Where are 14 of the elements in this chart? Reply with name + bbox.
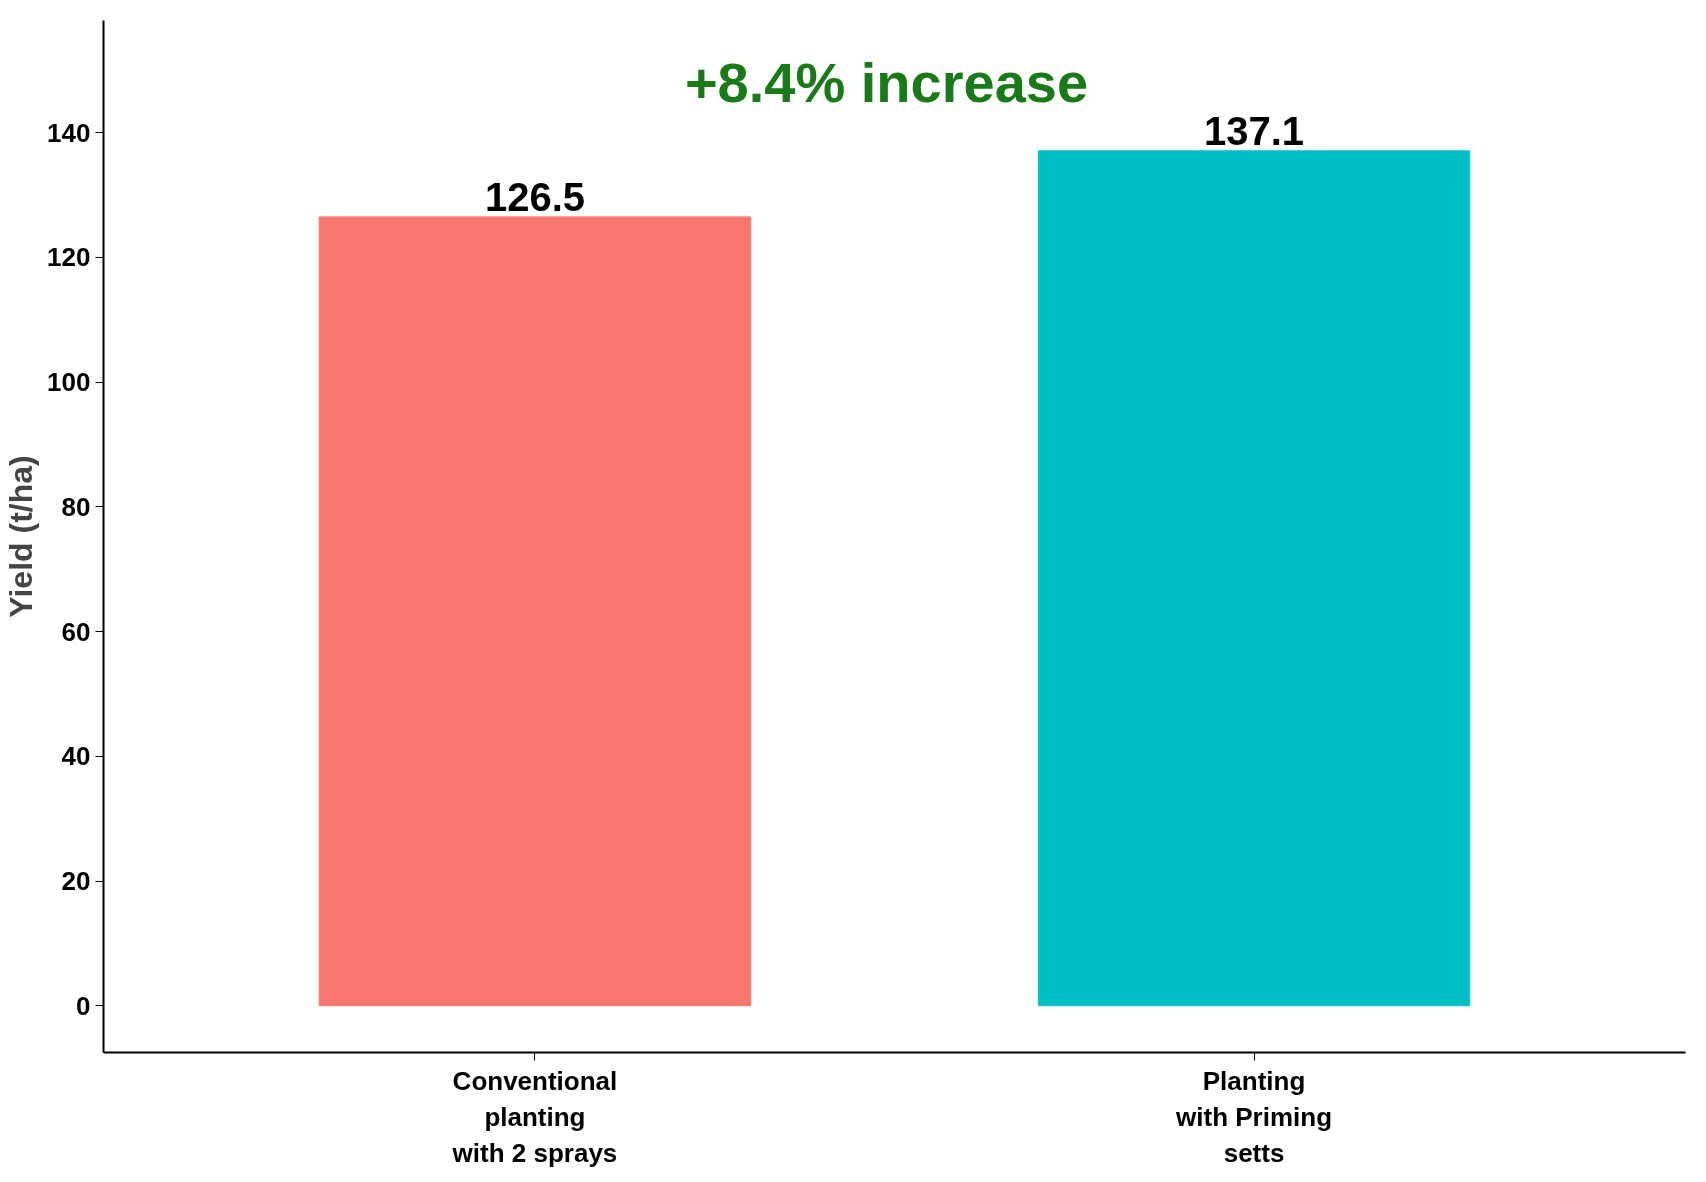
y-tick-label: 0 (76, 990, 91, 1021)
y-tick-label: 80 (61, 491, 91, 522)
y-tick-label: 140 (47, 117, 91, 148)
x-tick-label: Conventional planting with 2 sprays (451, 1065, 618, 1168)
annotation: +8.4% increase (684, 51, 1089, 115)
y-tick-label: 120 (47, 242, 91, 273)
y-tick-label: 60 (61, 616, 91, 647)
data-label: 126.5 (484, 174, 586, 219)
y-tick-label: 20 (61, 866, 91, 897)
data-label: 137.1 (1204, 108, 1305, 153)
y-axis-title: Yield (t/ha) (3, 455, 40, 618)
y-tick-label: 40 (61, 741, 91, 772)
y-tick-label: 100 (47, 367, 91, 398)
x-tick-label: Planting with Priming setts (1175, 1065, 1333, 1168)
